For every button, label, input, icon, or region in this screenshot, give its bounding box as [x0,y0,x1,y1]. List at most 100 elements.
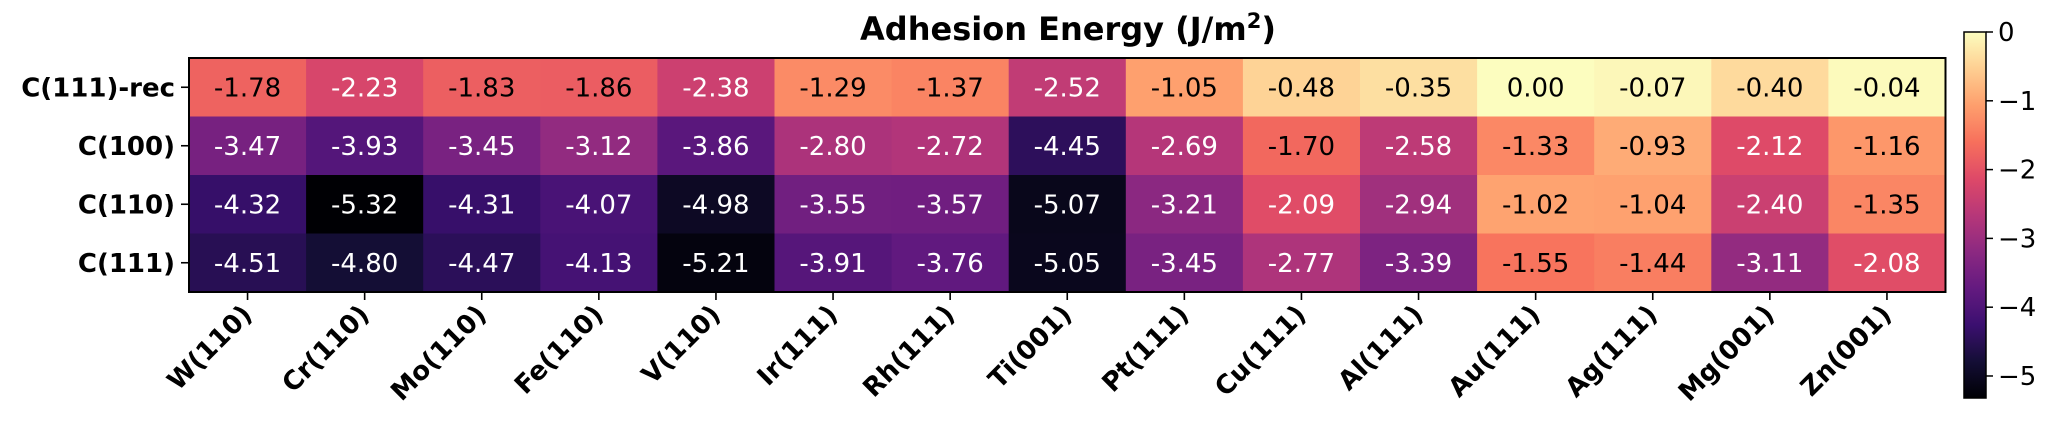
cell-value-label: -1.16 [1853,132,1920,162]
cell-value-label: -2.40 [1736,190,1803,220]
heatmap-cell [189,116,307,176]
cell-value-label: -2.94 [1385,190,1452,220]
heatmap-cell [189,58,307,118]
column-labels: W(110) Cr(110) Mo(110) Fe(110) V(110) Ir(111)… [162,292,1898,408]
cell-value-label: -3.39 [1385,249,1452,279]
cell-value-label: -2.12 [1736,132,1803,162]
heatmap-cell [1125,116,1244,176]
cell-value-label: -5.07 [1034,190,1101,220]
cell-value-label: -1.83 [448,73,515,103]
heatmap-cell [1360,58,1478,118]
heatmap-cell [1594,175,1712,235]
heatmap-cell [774,233,893,293]
heatmap-cell [657,233,776,293]
heatmap-cell [1711,233,1829,293]
heatmap-cell [1242,175,1361,235]
column-label: Pt(111) [1097,300,1196,399]
heatmap-cell [1242,116,1361,176]
heatmap-cell [1008,175,1127,235]
cell-value-label: -1.29 [799,73,866,103]
column-label: Al(111) [1333,300,1430,397]
heatmap-cell [423,116,541,176]
heatmap-cell [1711,58,1829,118]
colorbar-gradient [1963,31,1987,399]
cell-value-label: -3.45 [1151,249,1218,279]
cell-value-label: -2.80 [799,132,866,162]
cell-value-label: -0.35 [1385,73,1452,103]
heatmap-cell [423,175,541,235]
heatmap-cell [306,233,424,293]
colorbar-tick-label: −4 [1998,293,2036,323]
cell-value-label: -2.52 [1034,73,1101,103]
heatmap-cell [540,58,658,118]
cell-value-label: -4.07 [565,190,632,220]
heatmap-cell [1711,116,1829,176]
cell-value-label: -0.40 [1736,73,1803,103]
heatmap-cell [891,116,1010,176]
heatmap-cell [540,116,658,176]
cell-value-label: -4.32 [214,190,281,220]
heatmap-cell [1125,233,1244,293]
heatmap-cell [1477,58,1595,118]
heatmap-cell [891,233,1010,293]
column-label: Ti(001) [983,300,1078,395]
cell-value-label: -1.44 [1619,249,1686,279]
heatmap-cell [306,175,424,235]
row-label: C(111)-rec [21,73,175,103]
heatmap-cell [1125,175,1244,235]
cell-value-label: -3.47 [214,132,281,162]
column-label: Cu(111) [1209,300,1312,403]
cell-value-label: -2.72 [917,132,984,162]
column-label: W(110) [162,300,259,397]
cell-value-label: -3.76 [917,249,984,279]
heatmap-cell-labels: -1.78 -2.23 -1.83 -1.86 -2.38 -1.29 -1.37 -2.52… [214,73,1921,279]
heatmap-cell [774,116,893,176]
cell-value-label: -5.32 [331,190,398,220]
cell-value-label: -2.23 [331,73,398,103]
heatmap-cell [1828,116,1947,176]
cell-value-label: -3.45 [448,132,515,162]
cell-value-label: -3.86 [682,132,749,162]
heatmap-cell [306,116,424,176]
cell-value-label: -1.70 [1268,132,1335,162]
cell-value-label: -2.08 [1853,249,1920,279]
cell-value-label: -0.48 [1268,73,1335,103]
cell-value-label: -5.05 [1034,249,1101,279]
cell-value-label: -4.31 [448,190,515,220]
heatmap-cell [1828,175,1947,235]
colorbar-tick-label: −3 [1998,224,2036,254]
column-label: Mo(110) [385,300,492,407]
heatmap-cell [1828,233,1947,293]
cell-value-label: -3.55 [799,190,866,220]
column-label: Cr(110) [277,300,376,399]
cell-value-label: -1.02 [1502,190,1569,220]
heatmap-cell [1008,116,1127,176]
heatmap-cell [1242,58,1361,118]
cell-value-label: -1.05 [1151,73,1218,103]
heatmap-cell [540,175,658,235]
column-label: Mg(001) [1673,300,1781,408]
cell-value-label: -0.93 [1619,132,1686,162]
cell-value-label: -3.12 [565,132,632,162]
heatmap-cell [1008,58,1127,118]
heatmap-cell [1711,175,1829,235]
heatmap-cell [540,233,658,293]
heatmap-cell [774,58,893,118]
heatmap-cell [306,58,424,118]
column-label: V(110) [636,300,727,391]
cell-value-label: -1.55 [1502,249,1569,279]
cell-value-label: -2.58 [1385,132,1452,162]
cell-value-label: -4.47 [448,249,515,279]
chart-title: Adhesion Energy (J/m2) [860,9,1276,48]
heatmap-cell [1594,116,1712,176]
cell-value-label: -3.11 [1736,249,1803,279]
heatmap-cell [657,58,776,118]
cell-value-label: 0.00 [1507,73,1565,103]
heatmap-cell [423,233,541,293]
cell-value-label: -2.09 [1268,190,1335,220]
cell-value-label: -1.33 [1502,132,1569,162]
cell-value-label: -3.93 [331,132,398,162]
column-label: Ir(111) [752,300,844,392]
heatmap-cell [1360,175,1478,235]
